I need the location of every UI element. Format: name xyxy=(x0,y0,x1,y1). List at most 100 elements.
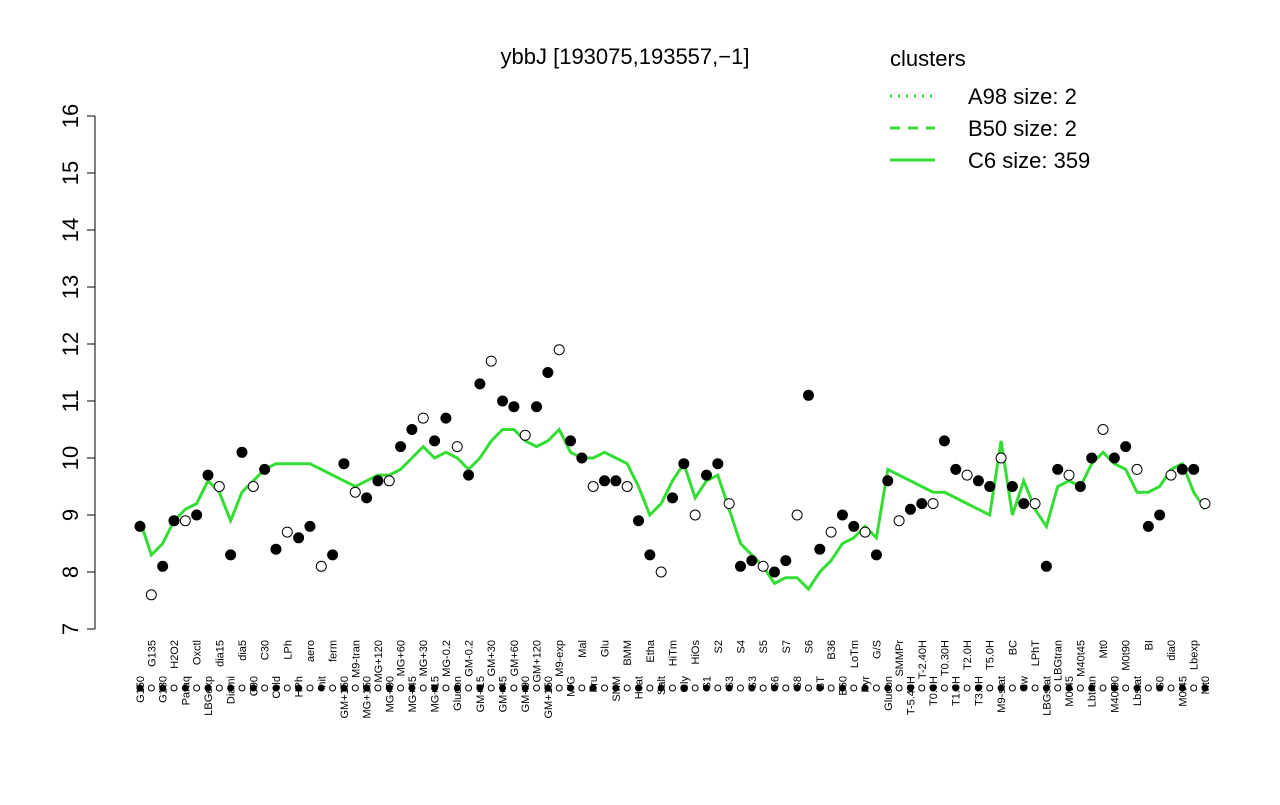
x-tick-label: Mt0 xyxy=(1200,676,1212,694)
x-tick-label: Oxctl xyxy=(192,640,204,665)
rug-dot xyxy=(283,684,291,692)
x-tick-label: M9-tran xyxy=(350,640,362,678)
data-point xyxy=(179,515,191,527)
rug-dot xyxy=(1167,684,1175,692)
data-point xyxy=(134,520,146,532)
legend-label: C6 size: 359 xyxy=(968,148,1090,173)
rug-dot xyxy=(1020,684,1028,692)
x-tick-label: LBGexp xyxy=(203,676,215,716)
x-tick-label: Pyr xyxy=(860,676,872,693)
x-tick-label: T1.0H xyxy=(951,676,963,706)
rug-dot xyxy=(238,684,246,692)
x-tick-label: B60 xyxy=(837,676,849,696)
x-tick-label: Salt xyxy=(656,676,668,695)
data-point xyxy=(531,401,543,413)
x-tick-label: GM+30 xyxy=(486,640,498,676)
x-tick-label: B36 xyxy=(826,640,838,660)
rug-dot xyxy=(340,684,348,692)
x-tick-label: Cold xyxy=(271,676,283,699)
data-point xyxy=(429,435,441,447)
data-point xyxy=(1165,469,1177,481)
x-tick-label: LPhT xyxy=(1030,640,1042,667)
rug-dot xyxy=(1099,684,1107,692)
data-point xyxy=(621,481,633,492)
rug-dot xyxy=(419,684,427,692)
data-point xyxy=(995,452,1007,464)
rug-dot xyxy=(793,684,801,692)
data-point xyxy=(304,520,316,532)
rug-dot xyxy=(1054,684,1062,692)
x-tick-label: dia0 xyxy=(1166,640,1178,661)
data-point xyxy=(757,560,769,572)
x-tick-label: BT xyxy=(815,676,827,690)
data-point xyxy=(723,498,735,510)
data-point xyxy=(667,492,678,504)
x-tick-label: GM+45 xyxy=(498,676,510,712)
y-tick-label: 10 xyxy=(58,446,83,470)
rug-dot xyxy=(1076,684,1084,692)
x-tick-label: S5 xyxy=(758,640,770,653)
rug-dot xyxy=(657,684,665,692)
data-point xyxy=(689,509,701,521)
data-point xyxy=(519,429,531,441)
data-point xyxy=(802,389,814,401)
x-tick-label: Lbtran xyxy=(1087,676,1099,707)
data-point xyxy=(814,543,826,555)
rug-dot xyxy=(725,684,733,692)
x-tick-label: S6 xyxy=(769,676,781,689)
x-tick-label: LPh xyxy=(282,640,294,660)
data-point xyxy=(383,475,395,487)
data-point xyxy=(1097,424,1109,435)
data-point xyxy=(1142,520,1154,532)
legend-title: clusters xyxy=(890,46,966,71)
rug-dot xyxy=(204,684,212,692)
data-point xyxy=(406,424,418,435)
rug-dot xyxy=(510,684,518,692)
data-point xyxy=(213,481,225,492)
data-point xyxy=(768,566,780,578)
data-point xyxy=(599,475,611,487)
x-tick-label: G/S xyxy=(871,640,883,659)
x-tick-label: T5.0H xyxy=(985,640,997,670)
x-tick-label: S8 xyxy=(792,676,804,689)
x-tick-label: T0.0H xyxy=(928,676,940,706)
rug-dot xyxy=(555,684,563,692)
rug-dot xyxy=(691,684,699,692)
data-point xyxy=(700,469,712,481)
x-tick-label: GM+150 xyxy=(339,676,351,719)
data-point xyxy=(463,469,475,481)
x-tick-label: GM+90 xyxy=(520,676,532,712)
rug-dot xyxy=(1008,684,1016,692)
x-tick-label: Glucon xyxy=(452,676,464,711)
chart-title: ybbJ [193075,193557,−1] xyxy=(501,44,750,69)
data-point xyxy=(882,475,894,487)
rug-dot xyxy=(929,684,937,692)
series-line xyxy=(138,426,1207,592)
data-point xyxy=(1120,441,1132,453)
rug-dot xyxy=(351,684,359,692)
x-tick-label: BI xyxy=(1143,640,1155,650)
rug-dot xyxy=(272,684,280,692)
x-tick-label: Sw xyxy=(1019,676,1031,691)
rug-dot xyxy=(736,684,744,692)
x-tick-label: T0.30H xyxy=(939,640,951,676)
rug-dot xyxy=(181,684,189,692)
rug-dot xyxy=(317,684,325,692)
rug-dot xyxy=(1088,684,1096,692)
x-tick-label: T-5.40H xyxy=(905,676,917,715)
rug-dot xyxy=(589,684,597,692)
rug-dot xyxy=(159,684,167,692)
legend-label: B50 size: 2 xyxy=(968,116,1077,141)
data-point xyxy=(961,469,973,481)
x-tick-label: H2O2 xyxy=(169,640,181,669)
rug-dot xyxy=(986,684,994,692)
rug-dot xyxy=(261,684,269,692)
y-tick-label: 15 xyxy=(58,161,83,185)
rug-dot xyxy=(249,684,257,692)
rug-dot xyxy=(635,684,643,692)
x-tick-label: GM+150 xyxy=(543,676,555,719)
x-tick-label: S3 xyxy=(724,676,736,689)
data-point xyxy=(451,441,463,453)
data-point xyxy=(259,463,271,475)
data-point xyxy=(893,515,905,527)
